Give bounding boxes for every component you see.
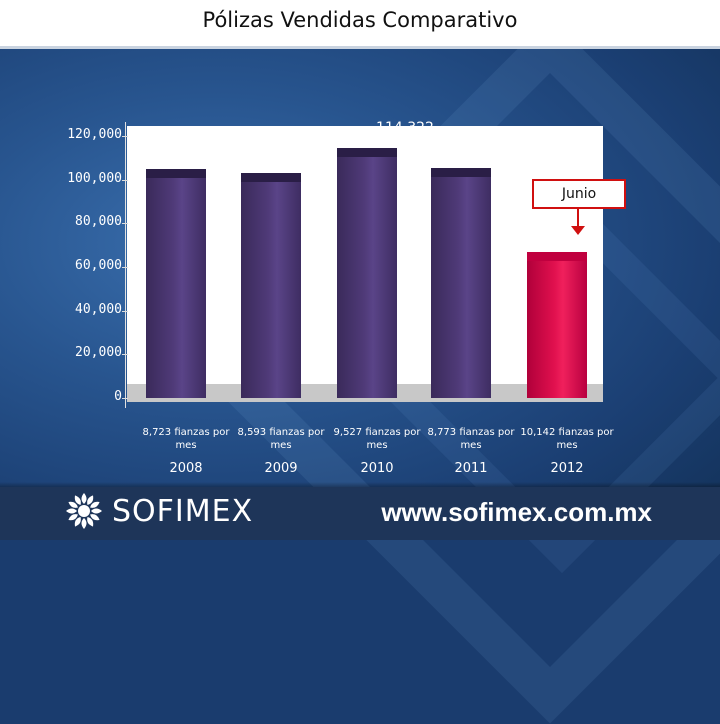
y-tick-mark (122, 354, 128, 356)
bar-2008 (146, 169, 206, 398)
y-tick-mark (122, 179, 128, 181)
logo-petal (68, 514, 78, 521)
logo-petal (91, 508, 102, 514)
y-tick-label: 60,000 (75, 258, 122, 273)
bar-cap-2008 (146, 169, 206, 179)
monthly-note-2009: 8,593 fianzas por mes (237, 427, 325, 451)
callout-arrow-line (577, 207, 579, 229)
monthly-note-2008: 8,723 fianzas por mes (142, 427, 230, 451)
logo-petal (81, 493, 87, 504)
monthly-note-2010: 9,527 fianzas por mes (333, 427, 421, 451)
logo-petal (66, 508, 77, 514)
y-tick-label: 0 (114, 389, 122, 404)
footer-bar (0, 487, 720, 540)
monthly-note-2011: 8,773 fianzas por mes (427, 427, 515, 451)
logo-petal (90, 514, 100, 521)
monthly-note-2012: 10,142 fianzas por mes (520, 427, 614, 451)
data-label-2010: 114,322 (376, 120, 434, 137)
y-tick-mark (122, 310, 128, 312)
data-label-2009: 103,110 (276, 142, 334, 159)
bar-cap-2011 (431, 168, 491, 178)
logo-petal (68, 501, 78, 508)
june-callout: Junio (532, 179, 626, 209)
logo-petal (87, 495, 94, 505)
logo-petal (74, 517, 81, 527)
y-tick-mark (122, 136, 128, 137)
category-label-2009: 2009 (264, 461, 298, 476)
logo-petal (90, 501, 100, 508)
callout-arrow-head-icon (571, 226, 585, 235)
bar-cap-2010 (337, 148, 397, 158)
y-tick-mark (122, 267, 128, 268)
y-tick-label: 40,000 (75, 301, 122, 317)
logo-petal (87, 517, 94, 527)
bar-2012 (527, 252, 587, 398)
category-label-2008: 2008 (169, 461, 203, 476)
bar-2009 (241, 172, 301, 398)
bar-2011 (431, 168, 491, 398)
bar-2010 (337, 148, 397, 398)
category-label-2012: 2012 (550, 461, 584, 476)
y-axis (125, 122, 126, 408)
bar-cap-2012 (527, 252, 587, 262)
logo-petal (74, 495, 81, 505)
website-url: www.sofimex.com.mx (381, 497, 652, 527)
title-bar: Pólizas Vendidas Comparativo (0, 0, 720, 49)
y-tick-label: 120,000 (67, 127, 122, 142)
logo-petal (81, 518, 87, 529)
data-label-2011: 105,277 (460, 152, 518, 169)
y-tick-label: 20,000 (75, 345, 122, 361)
y-tick-mark (122, 223, 128, 225)
sofimex-logo-icon (66, 493, 102, 529)
category-label-2011: 2011 (454, 461, 488, 476)
footer-shadow (0, 482, 720, 488)
y-tick-label: 100,000 (67, 170, 122, 186)
chart-title: Pólizas Vendidas Comparativo (202, 8, 518, 32)
data-label-2008: 104,671 (181, 143, 239, 160)
category-label-2010: 2010 (360, 461, 394, 476)
y-tick-label: 80,000 (75, 214, 122, 230)
logo-text: SOFIMEX (112, 494, 254, 529)
y-tick-mark (122, 398, 128, 399)
data-label-2012: 66,851 (540, 210, 590, 227)
bar-cap-2009 (241, 172, 301, 182)
